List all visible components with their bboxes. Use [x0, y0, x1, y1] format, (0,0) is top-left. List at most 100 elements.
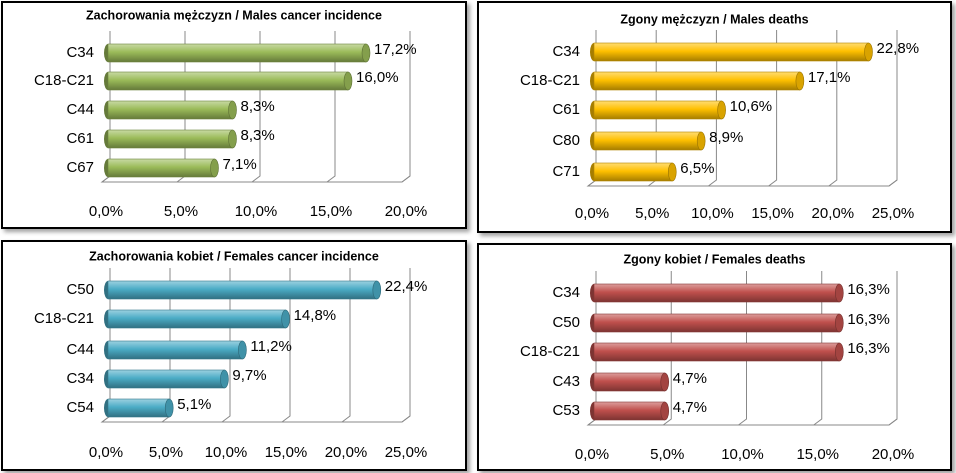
value-label: 5,1% — [177, 396, 211, 413]
bar — [593, 283, 840, 303]
bar — [593, 313, 840, 333]
bar-cap — [835, 283, 844, 303]
x-tick-label: 25,0% — [385, 444, 428, 461]
bar-cap — [864, 42, 873, 62]
bar-cap — [220, 369, 229, 389]
x-tick-label: 20,0% — [872, 446, 915, 463]
bar — [593, 342, 840, 362]
value-label: 16,3% — [847, 281, 890, 298]
bar-cap — [795, 71, 805, 91]
value-label: 7,1% — [223, 156, 257, 173]
y-tick-label: C67 — [66, 159, 94, 176]
value-label: 17,2% — [374, 41, 417, 58]
bar — [593, 372, 666, 392]
y-tick-label: C50 — [66, 281, 94, 298]
x-tick-label: 5,0% — [635, 205, 669, 222]
bar — [107, 43, 367, 63]
y-tick-label: C50 — [552, 314, 580, 331]
grid-line — [828, 30, 838, 187]
bar-cap — [164, 398, 174, 418]
y-tick-label: C34 — [552, 284, 580, 301]
value-label: 14,8% — [294, 307, 337, 324]
grid-line — [281, 268, 291, 423]
x-tick-label: 25,0% — [872, 205, 915, 222]
value-label: 8,3% — [241, 98, 275, 115]
x-tick-label: 10,0% — [691, 205, 734, 222]
y-tick-label: C43 — [552, 373, 580, 390]
grid-line — [888, 30, 898, 187]
x-tick-label: 10,0% — [235, 203, 278, 220]
bar — [593, 131, 702, 151]
value-label: 4,7% — [673, 399, 707, 416]
value-label: 6,5% — [680, 160, 714, 177]
x-tick-label: 10,0% — [205, 444, 248, 461]
x-tick-label: 15,0% — [796, 446, 839, 463]
bar — [107, 158, 215, 178]
y-tick-label: C44 — [66, 341, 94, 358]
bar — [593, 71, 801, 91]
value-label: 8,9% — [709, 129, 743, 146]
value-label: 16,3% — [847, 340, 890, 357]
value-label: 9,7% — [232, 367, 266, 384]
y-tick-label: C18-C21 — [34, 72, 94, 89]
bar — [107, 280, 378, 300]
bar — [107, 100, 233, 120]
bar — [593, 401, 666, 421]
x-tick-label: 0,0% — [89, 444, 123, 461]
value-label: 10,6% — [730, 98, 773, 115]
bar-cap — [835, 342, 844, 362]
x-tick-label: 15,0% — [310, 203, 353, 220]
grid-line — [888, 271, 898, 426]
value-label: 16,0% — [356, 69, 399, 86]
bar-cap — [281, 309, 290, 329]
bar-cap — [372, 280, 382, 300]
bar — [107, 309, 286, 329]
x-tick-label: 0,0% — [575, 205, 609, 222]
y-tick-label: C44 — [66, 101, 94, 118]
bar — [107, 129, 233, 149]
y-tick-label: C34 — [66, 370, 94, 387]
y-tick-label: C54 — [66, 399, 94, 416]
x-tick-label: 20,0% — [385, 203, 428, 220]
bar-cap — [210, 158, 219, 178]
bar-cap — [717, 100, 726, 120]
x-tick-label: 5,0% — [650, 446, 684, 463]
chart-title: Zachorowania kobiet / Females cancer inc… — [89, 249, 379, 263]
y-tick-label: C71 — [552, 163, 580, 180]
x-tick-label: 10,0% — [721, 446, 764, 463]
grid-line — [401, 268, 411, 423]
bar-cap — [660, 372, 670, 392]
bar-cap — [228, 129, 237, 149]
grid-line — [341, 268, 351, 423]
y-tick-label: C53 — [552, 402, 580, 419]
y-tick-label: C34 — [66, 44, 94, 61]
bar-cap — [835, 313, 844, 333]
bar — [593, 162, 673, 182]
x-tick-label: 0,0% — [575, 446, 609, 463]
bar — [593, 42, 869, 62]
x-tick-label: 20,0% — [812, 205, 855, 222]
value-label: 11,2% — [250, 338, 291, 355]
value-label: 8,3% — [241, 127, 275, 144]
value-label: 17,1% — [808, 69, 851, 86]
bar — [107, 398, 170, 418]
grid-line — [401, 31, 411, 183]
x-tick-label: 15,0% — [265, 444, 308, 461]
y-tick-label: C61 — [66, 130, 94, 147]
x-tick-label: 0,0% — [89, 203, 123, 220]
bar — [107, 340, 243, 360]
bar-cap — [660, 401, 670, 421]
y-tick-label: C18-C21 — [34, 310, 94, 327]
x-tick-label: 5,0% — [149, 444, 183, 461]
bar-cap — [696, 131, 706, 151]
bar-cap — [238, 340, 247, 360]
y-tick-label: C80 — [552, 132, 580, 149]
value-label: 22,4% — [385, 278, 428, 295]
y-tick-label: C18-C21 — [520, 343, 580, 360]
chart-title: Zgony kobiet / Females deaths — [624, 252, 806, 266]
chart-title: Zachorowania mężczyzn / Males cancer inc… — [86, 8, 382, 22]
value-label: 16,3% — [847, 311, 890, 328]
bar — [107, 369, 225, 389]
